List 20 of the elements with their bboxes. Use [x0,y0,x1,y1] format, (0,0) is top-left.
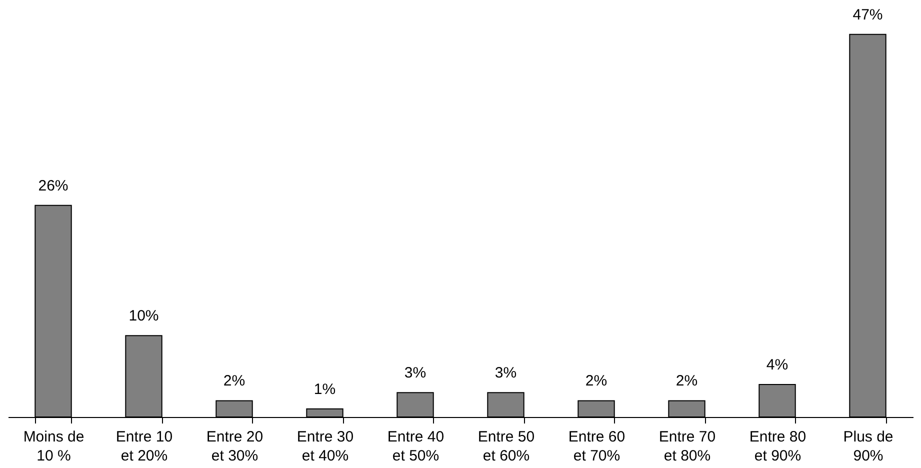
data-label: 3% [494,364,517,382]
x-tick-label: Moins de 10 % [23,428,84,464]
data-label: 1% [314,380,336,398]
x-tick-label: Entre 40 et 50% [387,428,444,464]
x-tick-label: Entre 80 et 90% [749,428,806,464]
data-label: 47% [852,6,883,24]
data-label: 10% [128,308,159,325]
x-tick-label: Entre 60 et 70% [568,428,626,464]
x-tick-label: Entre 10 et 20% [116,428,173,464]
data-label: 2% [676,372,698,390]
data-label: 2% [585,372,608,390]
x-tick-label: Entre 70 et 80% [658,428,716,464]
x-tick-label: Plus de 90% [843,428,894,464]
data-label: 26% [38,177,68,194]
x-tick-label: Entre 30 et 40% [296,428,354,464]
x-tick-label: Entre 20 et 30% [206,428,264,464]
data-label: 3% [404,364,426,382]
data-label: 2% [223,372,246,390]
x-tick-label: Entre 50 et 60% [478,428,535,464]
data-label: 4% [766,356,788,374]
